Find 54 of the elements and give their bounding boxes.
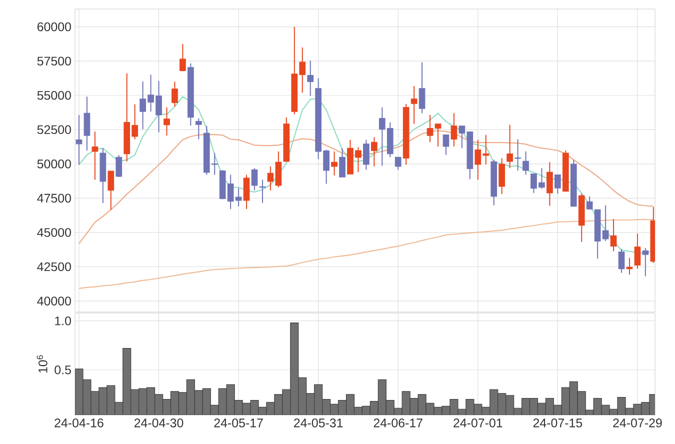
candlestick xyxy=(450,112,458,148)
candlestick xyxy=(410,86,418,124)
candlestick xyxy=(610,218,617,252)
x-tick-label: 24-07-01 xyxy=(454,418,502,428)
candlestick xyxy=(180,44,186,72)
y-tick-label: 45000 xyxy=(37,228,71,237)
y-tick-label: 47500 xyxy=(37,194,71,203)
candlestick xyxy=(172,81,178,108)
candlestick xyxy=(642,247,649,277)
candlestick xyxy=(506,124,513,169)
candlestick xyxy=(108,170,114,210)
x-tick-label: 24-04-16 xyxy=(54,418,104,428)
candlestick xyxy=(195,118,202,140)
x-tick-label: 24-04-30 xyxy=(134,418,184,428)
y-tick-label: 50000 xyxy=(37,160,71,168)
candlestick xyxy=(243,174,250,210)
candlestick xyxy=(442,134,450,156)
candlestick xyxy=(618,248,625,274)
candlestick xyxy=(371,136,378,167)
candlestick xyxy=(92,131,98,180)
x-tick-label: 24-05-17 xyxy=(214,418,263,428)
candlestick xyxy=(634,233,641,270)
candlestick xyxy=(84,96,90,151)
candlestick xyxy=(554,174,561,194)
candlestick xyxy=(307,60,314,96)
candlestick xyxy=(251,168,258,191)
y-tick-label: 57500 xyxy=(37,56,71,66)
candlestick xyxy=(434,123,442,148)
candlestick xyxy=(76,114,82,166)
candlestick xyxy=(363,139,370,170)
candlestick xyxy=(426,114,434,143)
x-tick-label: 24-05-31 xyxy=(294,418,343,428)
y-tick-label: 60000 xyxy=(37,22,71,32)
candlestick xyxy=(418,62,426,114)
x-tick-label: 24-07-15 xyxy=(533,418,582,428)
y-tick-label: 42500 xyxy=(37,262,71,272)
candlestick xyxy=(514,138,521,172)
candlestick xyxy=(394,156,402,170)
y-tick-label: 52500 xyxy=(37,125,71,134)
x-tick-label: 24-07-29 xyxy=(613,418,662,428)
y-tick-label: 0.5 xyxy=(54,365,71,374)
candlestick xyxy=(498,158,506,195)
candlestick xyxy=(331,150,338,176)
y-tick-label: 40000 xyxy=(37,296,71,306)
x-tick-label: 24-06-17 xyxy=(374,418,422,428)
candlestick xyxy=(116,154,122,178)
candlestick xyxy=(586,196,593,210)
candlestick xyxy=(339,148,346,178)
candlestick xyxy=(522,150,529,176)
y-axis-title: 10$^{6}$ xyxy=(36,355,48,373)
candlestick xyxy=(546,162,553,206)
candlestick xyxy=(164,106,170,136)
y-tick-label: 1.0 xyxy=(55,316,71,326)
y-tick-label: 55000 xyxy=(37,90,71,100)
